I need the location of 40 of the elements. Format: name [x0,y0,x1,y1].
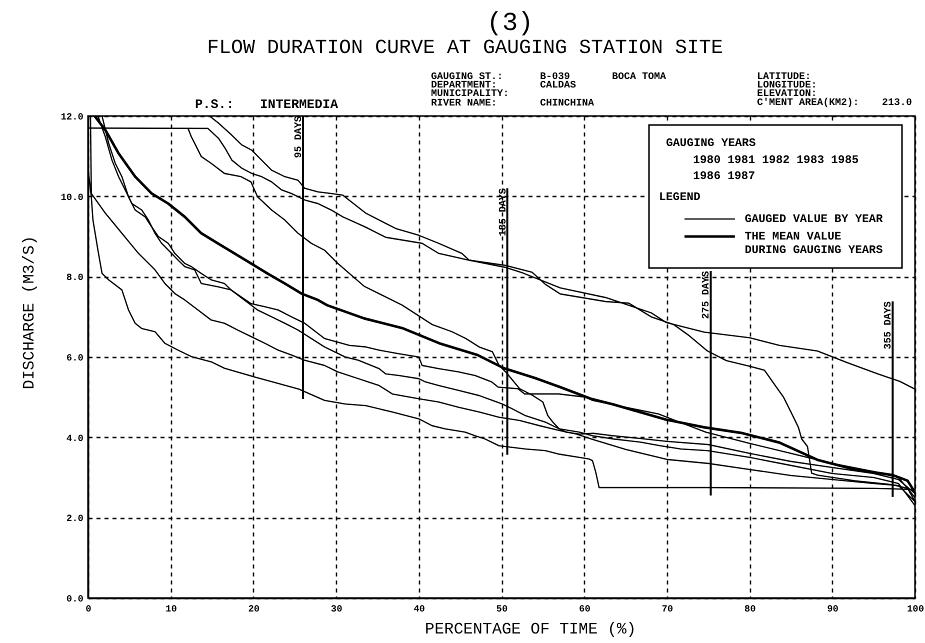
chart-title: FLOW DURATION CURVE AT GAUGING STATION SITE [206,37,724,60]
x-tick-label: 70 [662,604,674,614]
text: INTERMEDIA [260,97,338,112]
ref-line-label: 275 DAYS [702,271,713,320]
legend-label: THE MEAN VALUE DURING GAUGING YEARS [744,230,883,257]
ref-line-label: 355 DAYS [884,301,895,350]
x-tick-label: 40 [414,604,426,614]
x-tick-label: 100 [906,604,924,614]
text: MUNICIPALITY: [431,89,510,100]
x-tick-label: 60 [578,604,591,614]
x-tick-label: 80 [744,604,756,614]
text: C'MENT AREA(KM2): [757,97,860,109]
y-axis-title: DISCHARGE (M3/S) [20,236,38,390]
text: CHINCHINA [540,98,594,110]
x-tick-label: 90 [827,604,839,614]
legend-title: LEGEND [659,191,701,204]
text: 213.0 [882,98,912,109]
y-tick-label: 12.0 [60,112,84,122]
text: P.S.: [195,97,234,112]
text: RIVER NAME: [431,98,498,110]
x-tick-label: 50 [496,604,508,614]
text: (3) [486,8,534,38]
annotation: 1986 1987 [693,170,756,183]
ref-line-label: 95 DAYS [294,116,306,158]
text: CALDAS [540,80,576,92]
y-tick-label: 6.0 [66,352,84,364]
y-tick-label: 0.0 [66,594,84,604]
x-tick-label: 10 [165,604,178,614]
y-tick-label: 2.0 [66,513,84,524]
y-tick-label: 8.0 [66,272,84,284]
y-tick-label: 10.0 [60,192,84,203]
annotation: 1980 1981 1982 1983 1985 [693,154,859,167]
annotation: GAUGING YEARS [666,137,756,150]
x-axis-title: PERCENTAGE OF TIME (%) [424,620,636,638]
y-tick-label: 4.0 [66,432,84,444]
x-tick-label: 20 [248,604,260,614]
legend-label: GAUGED VALUE BY YEAR [744,213,883,226]
x-tick-label: 0 [86,604,92,614]
x-tick-label: 30 [330,604,343,614]
text: BOCA TOMA [612,72,666,83]
